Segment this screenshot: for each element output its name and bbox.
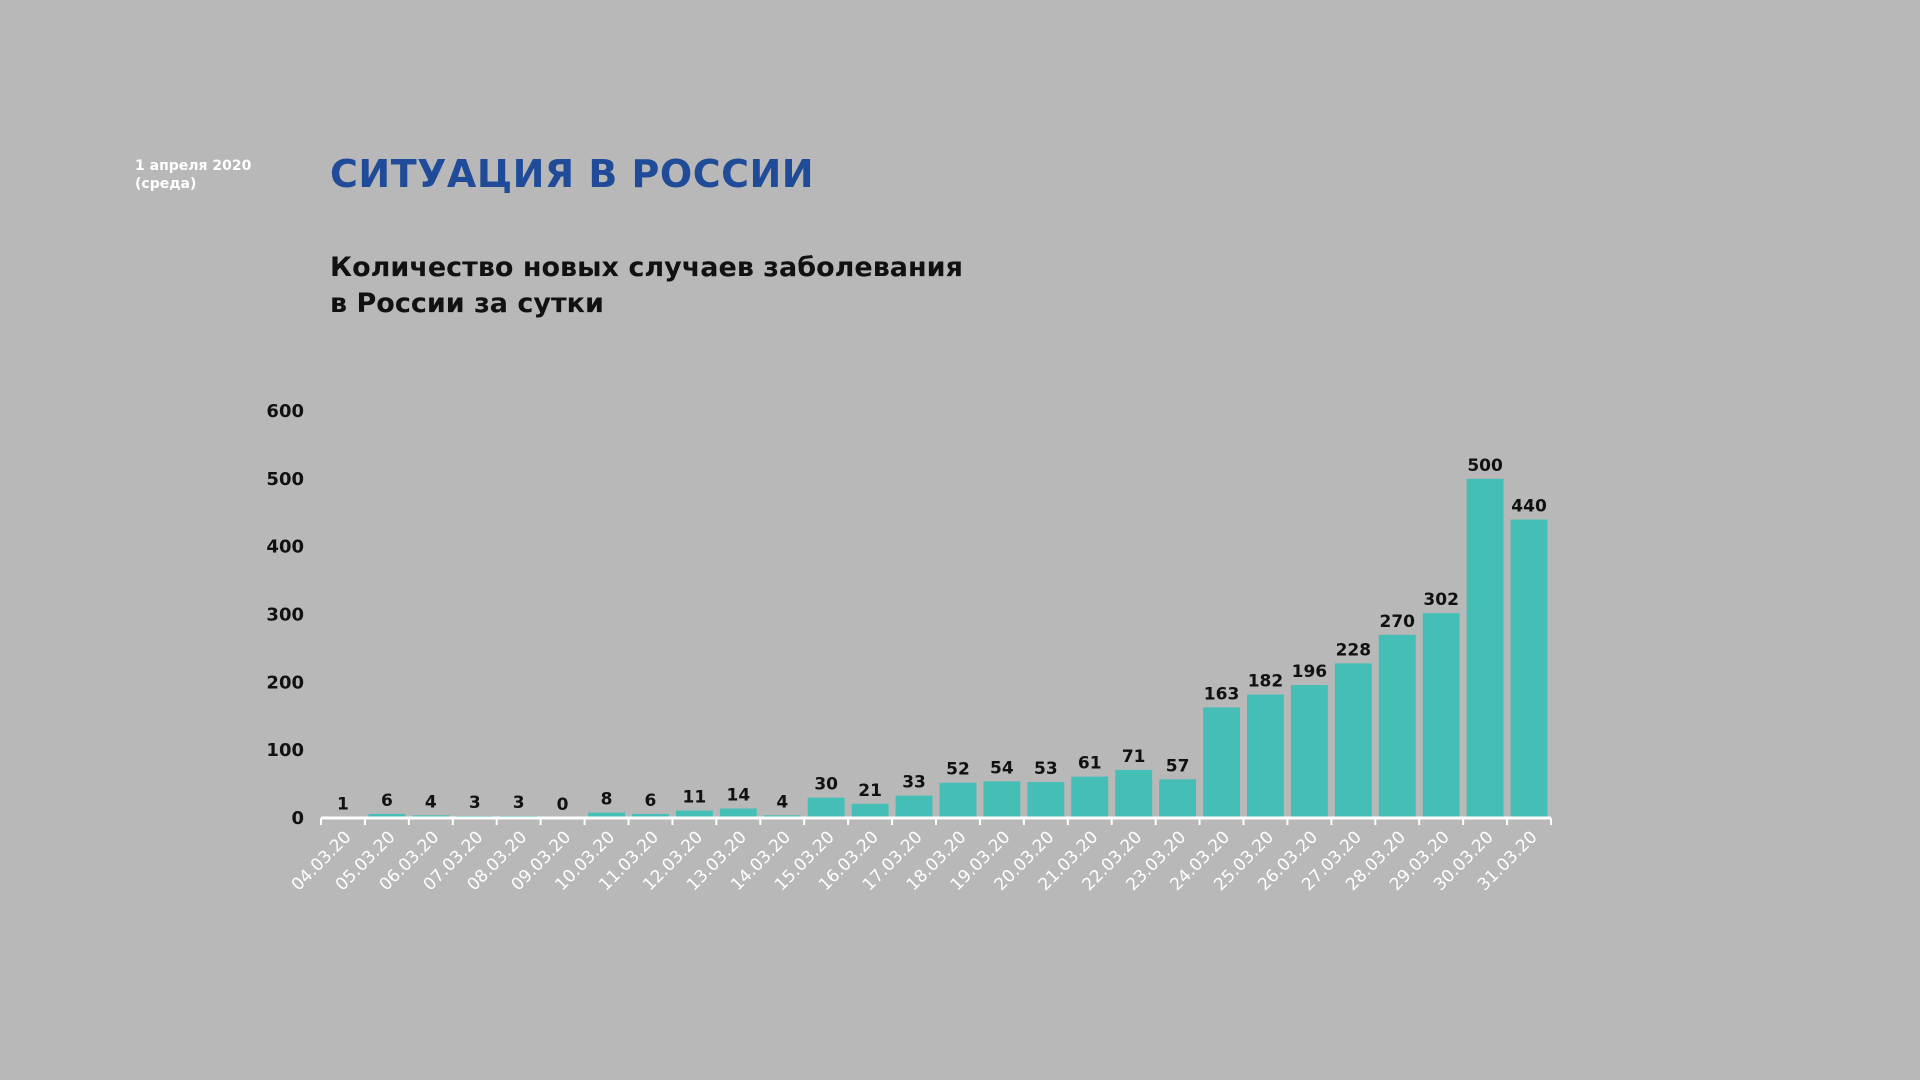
y-tick-label: 0: [291, 808, 304, 829]
bar: [1466, 478, 1504, 818]
bar: [1027, 782, 1065, 818]
bar: [1203, 707, 1240, 818]
bar: [895, 795, 933, 818]
data-label: 21: [858, 781, 882, 801]
data-label: 14: [726, 786, 750, 806]
page-title: СИТУАЦИЯ В РОССИИ: [330, 152, 815, 196]
bar: [1290, 685, 1328, 818]
bar: [368, 813, 406, 818]
data-label: 163: [1204, 684, 1240, 704]
data-label: 33: [902, 773, 926, 793]
data-label: 54: [990, 758, 1014, 778]
bar: [983, 781, 1021, 818]
data-label: 302: [1423, 590, 1459, 610]
chart-title-line-2: в России за сутки: [330, 288, 604, 319]
bar: [1334, 663, 1372, 818]
data-label: 6: [645, 791, 657, 811]
bar: [1071, 776, 1109, 818]
data-label: 0: [557, 795, 569, 815]
bar: [588, 812, 625, 818]
y-tick-label: 500: [266, 469, 304, 490]
bar: [1422, 613, 1460, 818]
y-tick-label: 300: [266, 605, 304, 626]
data-label: 52: [946, 760, 970, 780]
data-label: 53: [1034, 759, 1058, 779]
data-label: 4: [776, 792, 788, 812]
data-label: 11: [683, 788, 707, 808]
data-label: 182: [1248, 672, 1284, 692]
data-label: 228: [1336, 640, 1372, 660]
data-label: 1: [337, 794, 349, 814]
bar: [1378, 634, 1416, 818]
data-label: 57: [1166, 756, 1190, 776]
bar: [675, 810, 713, 818]
y-tick-label: 100: [266, 740, 304, 761]
data-label: 440: [1511, 497, 1547, 517]
bar: [719, 808, 757, 818]
bar: [939, 782, 977, 818]
data-label: 6: [381, 791, 393, 811]
date-line: 1 апреля 2020: [135, 158, 252, 174]
y-tick-label: 600: [266, 401, 304, 422]
data-label: 270: [1380, 612, 1416, 632]
data-label: 30: [814, 775, 838, 795]
data-label: 3: [513, 793, 525, 813]
y-tick-label: 200: [266, 672, 304, 693]
bar: [632, 813, 669, 818]
data-label: 4: [425, 792, 437, 812]
data-label: 196: [1292, 662, 1328, 682]
data-label: 8: [601, 790, 613, 810]
bar: [1247, 694, 1284, 818]
date-label: 1 апреля 2020 (среда): [135, 157, 251, 193]
data-label: 500: [1467, 456, 1503, 476]
bar: [1115, 769, 1153, 818]
chart-title: Количество новых случаев заболевания в Р…: [330, 250, 963, 322]
data-label: 61: [1078, 754, 1102, 774]
bar: [807, 797, 845, 818]
y-tick-label: 400: [266, 537, 304, 558]
chart-title-line-1: Количество новых случаев заболевания: [330, 252, 963, 283]
weekday-line: (среда): [135, 176, 197, 192]
bar: [851, 803, 889, 818]
data-label: 71: [1122, 747, 1146, 767]
data-label: 3: [469, 793, 481, 813]
bar: [1510, 519, 1548, 818]
bar: [1159, 779, 1197, 818]
